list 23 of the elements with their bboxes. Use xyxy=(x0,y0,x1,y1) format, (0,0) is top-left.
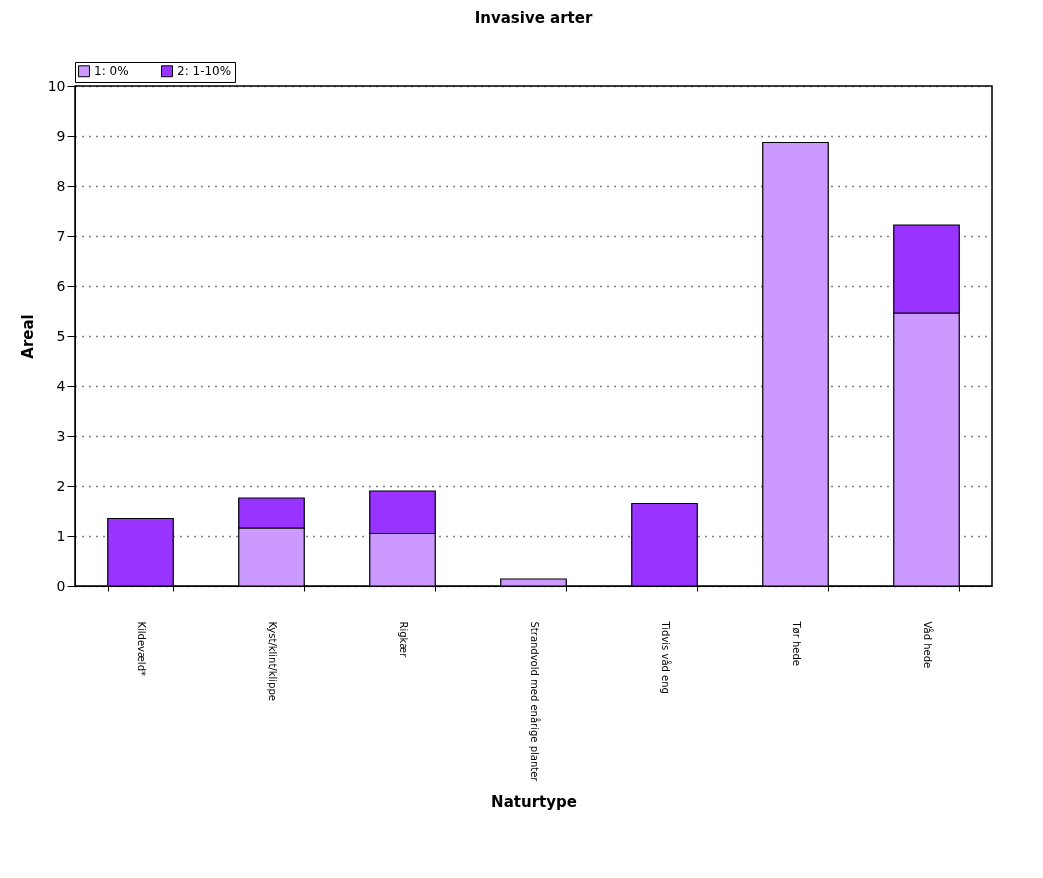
y-axis-title: Areal xyxy=(18,314,37,359)
y-tick-label: 4 xyxy=(56,377,66,394)
y-tick-label: 7 xyxy=(56,227,66,244)
x-tick-label: Strandvold med enårige planter xyxy=(529,621,541,783)
y-tick-label: 9 xyxy=(56,127,66,144)
y-tick-label: 0 xyxy=(56,577,66,594)
x-tick-label: Rigkær xyxy=(398,621,409,659)
y-tick-label: 5 xyxy=(56,327,66,344)
x-tick-label: Våd hede xyxy=(922,621,934,669)
legend-label: 2: 1-10% xyxy=(177,64,232,79)
x-tick-label: Tidvis våd eng xyxy=(660,620,672,694)
y-tick-label: 1 xyxy=(56,527,66,544)
legend-label: 1: 0% xyxy=(94,64,129,79)
y-tick-label: 3 xyxy=(56,427,66,444)
y-tick-label: 2 xyxy=(56,477,66,494)
y-tick-label: 8 xyxy=(56,177,66,194)
y-tick-label: 6 xyxy=(56,277,66,294)
x-axis-title: Naturtype xyxy=(491,793,577,812)
x-tick-label: Kyst/klint/klippe xyxy=(267,621,278,701)
chart-title: Invasive arter xyxy=(474,8,593,27)
y-tick-label: 10 xyxy=(47,77,66,94)
x-tick-label: Kildevæld* xyxy=(136,621,147,676)
x-tick-label: Tør hede xyxy=(791,620,802,667)
